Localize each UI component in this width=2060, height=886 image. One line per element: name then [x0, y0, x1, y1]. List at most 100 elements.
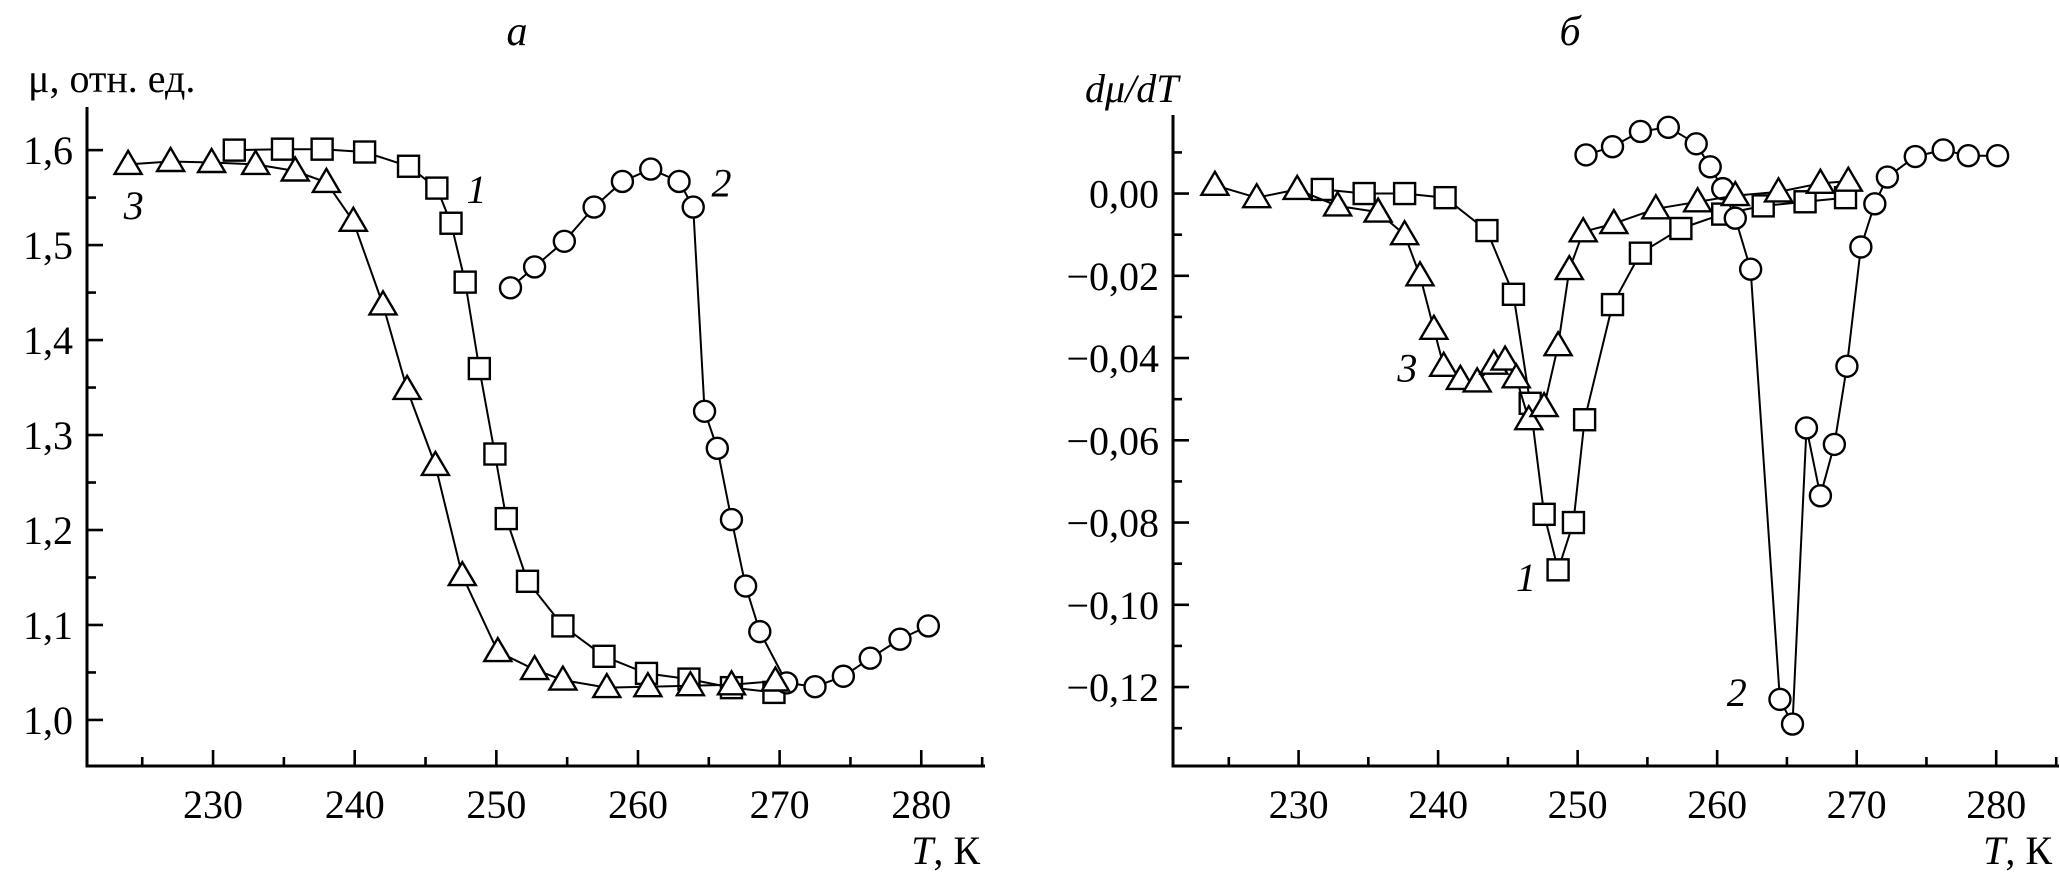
panel-a-series-3-marker-triangle — [155, 145, 187, 173]
panel-a-series-1-curve-number-label: 1 — [467, 167, 487, 212]
panel-a-series-3-marker-triangle — [519, 653, 551, 681]
panel-b-series-3-marker-triangle — [1567, 215, 1599, 243]
panel-a-y-axis-label: μ, отн. ед. — [28, 56, 195, 101]
panel-b-series-2-marker-circle — [1738, 257, 1763, 281]
panel-b-series-3-marker-triangle — [1804, 167, 1836, 195]
panel-a-series-1-marker-square — [453, 270, 477, 294]
panel-a-series-3-marker-triangle — [391, 373, 423, 401]
panel-a-y-tick-label: 1,2 — [23, 508, 73, 553]
panel-a-series-3-marker-triangle — [196, 146, 228, 174]
panel-b-series-2-marker-circle — [1574, 143, 1598, 167]
panel-a-y-tick-label: 1,3 — [23, 413, 73, 458]
panel-b-series-1-marker-square — [1561, 510, 1586, 535]
panel-a-series-3-curve-number-label: 3 — [123, 183, 144, 228]
panel-b-series-1-marker-square — [1392, 181, 1417, 206]
panel-a-series-3-marker-triangle — [446, 559, 478, 587]
panel-b-series-1-marker-square — [1475, 218, 1499, 243]
panel-b-series-2-curve-number-label: 2 — [1727, 670, 1747, 715]
panel-a: 230 240 250 260 270 280 1,0 1,1 1,2 1,3 1,4 1,5 1,6 а… — [23, 9, 985, 873]
panel-a-series-2-marker-circle — [831, 664, 856, 688]
panel-b-series-1-marker-square — [1793, 190, 1817, 214]
panel-a-series-1-marker-square — [494, 506, 518, 531]
panel-a-series-1-marker-square — [352, 140, 377, 164]
panel-a-series-3-marker-triangle — [367, 289, 399, 316]
panel-a-series-1-marker-square — [396, 154, 421, 178]
panel-a-series-2-marker-circle — [610, 169, 635, 194]
panel-b-series-3-marker-triangle — [1389, 218, 1421, 246]
panel-b-series-1-squares: 1 — [1310, 177, 1858, 600]
panel-a-series-2-marker-circle — [639, 157, 663, 181]
panel-a-series-1-marker-square — [551, 614, 575, 638]
panel-a-series-2-marker-circle — [748, 619, 772, 644]
panel-b-series-3-marker-triangle — [1640, 192, 1672, 220]
panel-a-series-3-marker-triangle — [759, 665, 791, 692]
panel-a-y-tick-label: 1,1 — [23, 603, 73, 648]
panel-b-series-3-curve-number-label: 3 — [1396, 345, 1417, 390]
panel-a-series-2-marker-circle — [858, 646, 882, 670]
panel-a-series-1-marker-square — [467, 356, 492, 381]
panel-a-series-2-marker-circle — [705, 436, 729, 461]
panel-b-series-2-marker-circle — [1794, 416, 1819, 440]
panel-b-series-3-marker-triangle — [1489, 344, 1521, 371]
panel-a-series-2-marker-circle — [733, 574, 758, 598]
panel-a-series-3-marker-triangle — [547, 664, 579, 691]
panel-b-series-2-marker-circle — [1628, 119, 1653, 144]
panel-a-x-tick-label: 230 — [183, 782, 243, 827]
panel-b-series-3-marker-triangle — [1598, 207, 1630, 235]
panel-b-series-2-marker-circle — [1931, 138, 1955, 162]
panel-a-series-2-marker-circle — [719, 507, 744, 532]
panel-a-x-tick-label: 240 — [325, 782, 385, 827]
panel-b-series-2-marker-circle — [1780, 712, 1805, 736]
panel-a-series-1-marker-square — [270, 137, 295, 161]
panel-b-series-1-marker-square — [1546, 558, 1570, 582]
panel-a-series-3-marker-triangle — [632, 670, 664, 698]
panel-b-series-3-marker-triangle — [1444, 363, 1476, 391]
panel-a-series-3-marker-triangle — [279, 155, 311, 182]
panel-a-series-3-marker-triangle — [674, 669, 706, 697]
panel-a-series-3-line — [128, 160, 776, 689]
panel-b-series-2-marker-circle — [1875, 165, 1900, 189]
panel-a-series-1-marker-square — [310, 137, 334, 161]
panel-a-y-tick-label: 1,6 — [23, 128, 73, 173]
panel-b-x-axis-label: T, К — [1983, 828, 2052, 873]
panel-b-series-3-marker-triangle — [1322, 190, 1354, 217]
panel-a-series-1-marker-square — [483, 442, 507, 466]
panel-a-series-3-marker-triangle — [482, 635, 514, 663]
panel-b-y-tick-label: −0,06 — [1066, 418, 1159, 463]
panel-b-x-tick-label: 240 — [1408, 782, 1468, 827]
panel-b-x-tick-label: 250 — [1548, 782, 1608, 827]
panel-b-series-2-marker-circle — [1985, 144, 2010, 168]
panel-a-series-2-marker-circle — [681, 195, 705, 219]
panel-b-series-3-marker-triangle — [1719, 179, 1751, 207]
panel-b-series-3-marker-triangle — [1281, 173, 1313, 201]
panel-b-series-3-marker-triangle — [1500, 361, 1532, 389]
panel-b-series-3-marker-triangle — [1418, 313, 1450, 340]
panel-b-series-2-marker-circle — [1808, 484, 1833, 508]
panel-b-series-1-curve-number-label: 1 — [1516, 555, 1536, 600]
panel-a-x-tick-label: 280 — [891, 782, 951, 827]
panel-b: 230 240 250 260 270 280 0,00 −0,02 −0,04 −0,06 −0,… — [1066, 9, 2059, 873]
panel-a-series-2-circles: 2 — [498, 157, 941, 699]
panel-a-series-2-marker-circle — [667, 169, 691, 194]
panel-a-series-1-marker-square — [515, 569, 540, 593]
panel-a-x-tick-label: 270 — [750, 782, 810, 827]
panel-b-series-2-marker-circle — [1723, 206, 1747, 230]
panel-b-series-3-marker-triangle — [1404, 259, 1436, 287]
panel-b-series-2-marker-circle — [1956, 144, 1981, 168]
panel-a-y-tick-label: 1,5 — [23, 223, 73, 268]
panel-a-series-1-marker-square — [425, 176, 449, 200]
panel-a-series-3-triangles: 3 — [112, 145, 791, 699]
panel-b-series-2-marker-circle — [1656, 115, 1681, 140]
panel-b-series-3-marker-triangle — [1513, 403, 1545, 431]
panel-b-series-3-marker-triangle — [1241, 181, 1273, 209]
panel-b-y-tick-label: −0,10 — [1066, 583, 1159, 628]
panel-b-series-2-marker-circle — [1600, 134, 1625, 159]
panel-b-series-3-marker-triangle — [1428, 350, 1460, 377]
panel-b-series-2-marker-circle — [1863, 192, 1887, 216]
panel-b-series-3-marker-triangle — [1682, 185, 1714, 213]
panel-b-y-tick-label: −0,12 — [1066, 665, 1159, 710]
panel-b-series-3-marker-triangle — [1461, 366, 1493, 393]
panel-b-series-2-marker-circle — [1849, 235, 1873, 259]
